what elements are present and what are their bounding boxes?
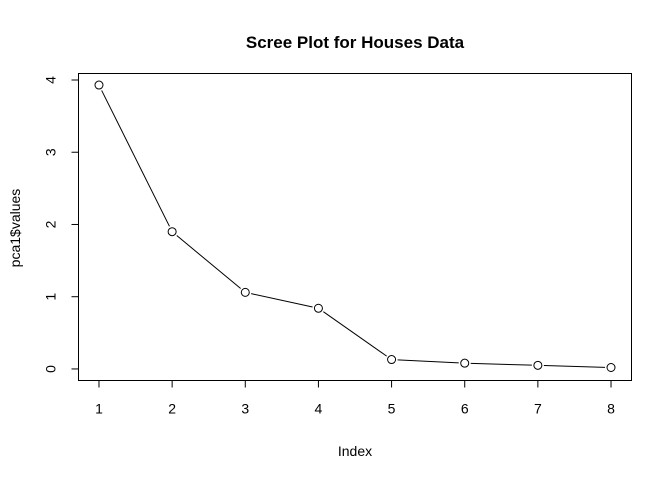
chart-title: Scree Plot for Houses Data (246, 33, 465, 52)
series-layer (94, 80, 616, 372)
series-line-segment (543, 365, 606, 368)
y-tick-label: 0 (43, 365, 59, 373)
data-point (387, 355, 397, 365)
data-point (460, 358, 470, 368)
x-tick-label: 4 (315, 401, 323, 417)
y-axis: 0 1 2 3 4 (43, 76, 79, 373)
series-line-segment (101, 90, 170, 227)
y-tick-label: 2 (43, 220, 59, 228)
x-tick-label: 3 (241, 401, 249, 417)
data-point (606, 362, 616, 372)
data-point (94, 80, 104, 90)
y-tick-label: 1 (43, 293, 59, 301)
x-tick-label: 8 (607, 401, 615, 417)
x-tick-label: 2 (168, 401, 176, 417)
data-point (313, 303, 323, 313)
x-tick-label: 6 (461, 401, 469, 417)
series-line-segment (470, 362, 532, 366)
x-tick-label: 1 (95, 401, 103, 417)
series-line-segment (251, 293, 313, 308)
x-tick-label: 7 (534, 401, 542, 417)
x-tick-label: 5 (388, 401, 396, 417)
y-tick-label: 4 (43, 76, 59, 84)
x-axis-label: Index (338, 443, 372, 459)
series-line-segment (323, 311, 387, 357)
data-point (240, 287, 250, 297)
series-line-segment (176, 235, 241, 289)
y-tick-label: 3 (43, 148, 59, 156)
y-axis-label: pca1$values (7, 189, 23, 268)
x-axis: 1 2 3 4 5 6 7 8 (95, 380, 615, 417)
series-line-segment (397, 359, 459, 364)
data-point (167, 227, 177, 237)
data-point (533, 360, 543, 370)
